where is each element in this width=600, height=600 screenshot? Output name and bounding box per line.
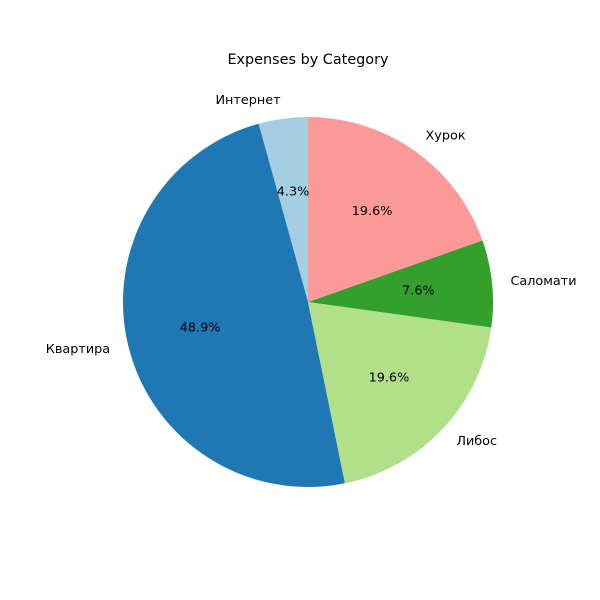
pie-slice-4 — [308, 240, 494, 328]
slice-percent-label-1: 4.3% — [277, 185, 310, 200]
pie-slices — [123, 116, 494, 487]
slice-percent-label-5: 19.6% — [352, 204, 393, 219]
pie-slice-2 — [123, 123, 345, 487]
pie-slice-3 — [308, 302, 492, 484]
pie-labels: Интернет 4.3% Квартира 48.9% Либос 19.6% Салом… — [46, 93, 577, 449]
pie-slice-5 — [308, 117, 483, 302]
slice-label-4: Саломати — [510, 274, 576, 289]
slice-label-2: Квартира — [46, 342, 110, 357]
slice-label-1: Интернет — [215, 93, 281, 108]
slice-percent-label-2: 48.9% — [180, 320, 221, 335]
slice-label-3: Либос — [456, 434, 497, 449]
slice-percent-label-3: 19.6% — [369, 370, 410, 385]
pie-slice-1 — [258, 116, 308, 302]
slice-percent-label-4: 7.6% — [402, 283, 435, 298]
slice-label-5: Хурок — [426, 128, 466, 143]
chart-title: Expenses by Category — [227, 52, 389, 68]
